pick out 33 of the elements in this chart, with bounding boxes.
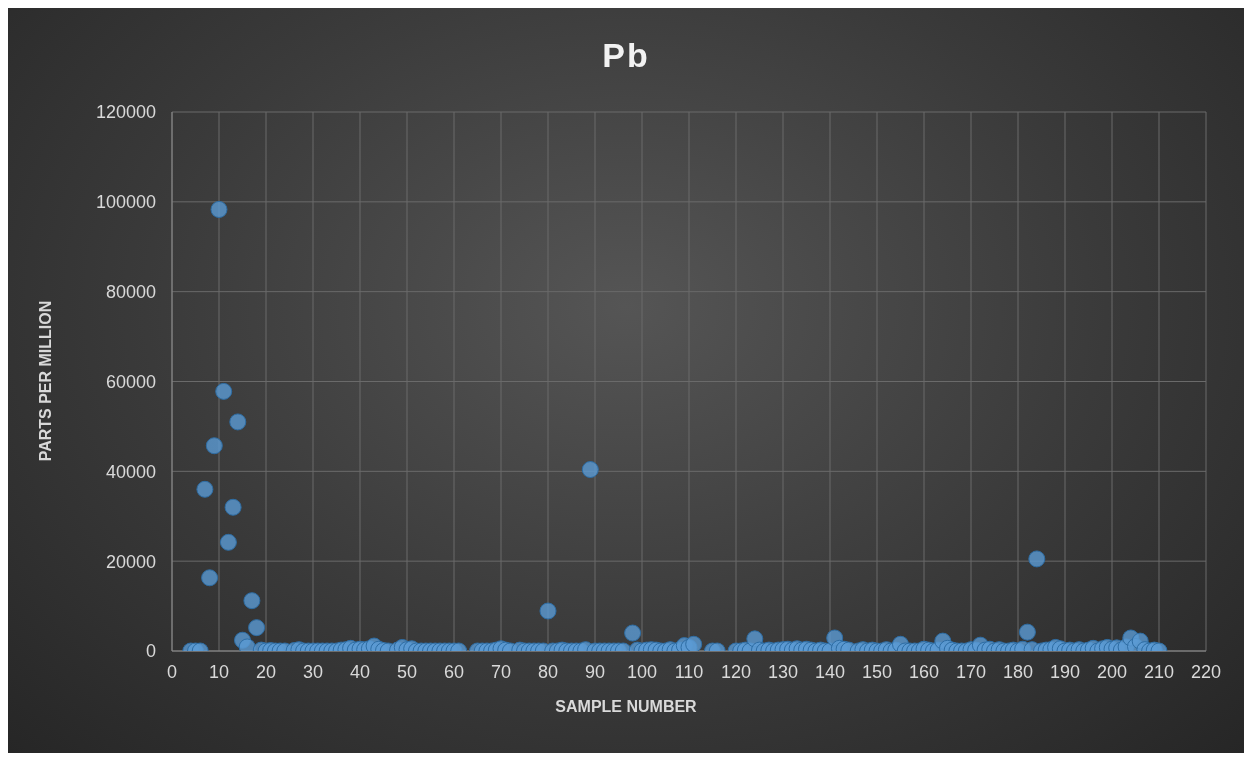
- x-tick-label: 110: [674, 661, 704, 682]
- y-tick-label: 20000: [105, 551, 156, 572]
- y-tick-label: 0: [145, 641, 156, 662]
- x-tick-label: 140: [814, 661, 846, 682]
- x-tick-label: 180: [1002, 661, 1034, 682]
- y-tick-label: 60000: [105, 371, 156, 392]
- x-tick-label: 10: [208, 661, 230, 682]
- y-tick-label: 80000: [105, 282, 156, 303]
- x-tick-label: 120: [720, 661, 752, 682]
- x-tick-label: 130: [767, 661, 799, 682]
- x-tick-label: 30: [302, 661, 324, 682]
- x-tick-label: 220: [1190, 661, 1222, 682]
- x-axis-title: SAMPLE NUMBER: [554, 698, 698, 716]
- x-tick-label: 20: [255, 661, 277, 682]
- x-tick-label: 50: [396, 661, 418, 682]
- x-tick-label: 60: [443, 661, 465, 682]
- x-tick-label: 210: [1143, 661, 1175, 682]
- y-tick-label: 120000: [95, 102, 156, 123]
- x-tick-label: 160: [908, 661, 940, 682]
- x-tick-label: 70: [490, 661, 512, 682]
- x-tick-label: 40: [349, 661, 371, 682]
- y-axis-title: PARTS PER MILLION: [37, 300, 55, 462]
- chart-title: Pb: [601, 36, 651, 75]
- x-tick-label: 170: [955, 661, 987, 682]
- x-tick-label: 90: [584, 661, 606, 682]
- y-tick-label: 100000: [95, 192, 156, 213]
- x-tick-label: 80: [537, 661, 559, 682]
- x-tick-label: 150: [861, 661, 893, 682]
- x-tick-label: 190: [1049, 661, 1081, 682]
- x-tick-label: 200: [1096, 661, 1128, 682]
- y-tick-label: 40000: [105, 461, 156, 482]
- x-tick-label: 0: [166, 661, 178, 682]
- x-tick-label: 100: [626, 661, 658, 682]
